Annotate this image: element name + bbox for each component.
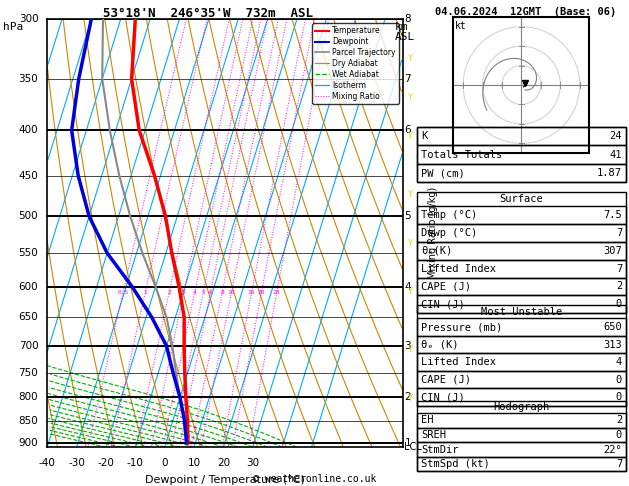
- Text: LCL: LCL: [404, 442, 422, 452]
- Text: 4: 4: [192, 291, 196, 295]
- Text: 20: 20: [217, 458, 230, 468]
- Text: Temp (°C): Temp (°C): [421, 209, 477, 220]
- Text: 550: 550: [18, 248, 38, 258]
- Text: Hodograph: Hodograph: [493, 402, 550, 412]
- Text: Y: Y: [408, 394, 413, 403]
- Text: kt: kt: [455, 21, 467, 31]
- Text: EH: EH: [421, 416, 433, 425]
- Text: 7: 7: [616, 459, 622, 469]
- Text: 28: 28: [273, 291, 281, 295]
- Text: CIN (J): CIN (J): [421, 299, 465, 310]
- Text: 700: 700: [19, 341, 38, 351]
- Text: Y: Y: [408, 239, 413, 247]
- Text: 850: 850: [18, 416, 38, 426]
- Text: 04.06.2024  12GMT  (Base: 06): 04.06.2024 12GMT (Base: 06): [435, 7, 616, 17]
- Text: 600: 600: [19, 281, 38, 292]
- Text: hPa: hPa: [3, 22, 23, 32]
- Text: Mixing Ratio (g/kg): Mixing Ratio (g/kg): [428, 187, 438, 279]
- Text: 6: 6: [208, 291, 212, 295]
- Text: -30: -30: [68, 458, 85, 468]
- Text: 10: 10: [187, 458, 201, 468]
- Text: 7: 7: [404, 74, 411, 84]
- Text: © weatheronline.co.uk: © weatheronline.co.uk: [253, 473, 376, 484]
- Text: Y: Y: [408, 287, 413, 296]
- Text: 4: 4: [616, 357, 622, 367]
- Text: 8: 8: [404, 15, 411, 24]
- Text: StmSpd (kt): StmSpd (kt): [421, 459, 489, 469]
- Text: 20: 20: [258, 291, 265, 295]
- Text: Totals Totals: Totals Totals: [421, 150, 502, 159]
- Text: CAPE (J): CAPE (J): [421, 281, 470, 292]
- Text: 2: 2: [167, 291, 171, 295]
- Text: 350: 350: [18, 74, 38, 84]
- Text: Dewp (°C): Dewp (°C): [421, 227, 477, 238]
- Text: 22°: 22°: [603, 445, 622, 454]
- Text: 500: 500: [19, 211, 38, 221]
- Text: 1.87: 1.87: [597, 168, 622, 178]
- Text: 400: 400: [19, 125, 38, 135]
- Text: Y: Y: [408, 54, 413, 63]
- Text: Most Unstable: Most Unstable: [481, 307, 562, 316]
- Text: K: K: [421, 131, 427, 141]
- Text: 53°18'N  246°35'W  732m  ASL: 53°18'N 246°35'W 732m ASL: [103, 7, 313, 20]
- Text: 7.5: 7.5: [603, 209, 622, 220]
- Text: Lifted Index: Lifted Index: [421, 357, 496, 367]
- Text: Y: Y: [408, 93, 413, 102]
- Text: CAPE (J): CAPE (J): [421, 375, 470, 384]
- Text: 6: 6: [404, 125, 411, 135]
- Text: 24: 24: [610, 131, 622, 141]
- Text: 800: 800: [19, 393, 38, 402]
- Text: 1: 1: [143, 291, 147, 295]
- Text: StmDir: StmDir: [421, 445, 459, 454]
- Text: 7: 7: [616, 227, 622, 238]
- Text: 16: 16: [248, 291, 255, 295]
- Text: 650: 650: [603, 322, 622, 332]
- Text: 10: 10: [228, 291, 235, 295]
- Text: -20: -20: [97, 458, 114, 468]
- Text: 2: 2: [404, 393, 411, 402]
- Text: -10: -10: [127, 458, 143, 468]
- Text: Dewpoint / Temperature (°C): Dewpoint / Temperature (°C): [145, 475, 305, 485]
- Text: 30: 30: [246, 458, 259, 468]
- Text: 3: 3: [182, 291, 186, 295]
- Legend: Temperature, Dewpoint, Parcel Trajectory, Dry Adiabat, Wet Adiabat, Isotherm, Mi: Temperature, Dewpoint, Parcel Trajectory…: [313, 23, 399, 104]
- Text: 0: 0: [616, 392, 622, 402]
- Text: 450: 450: [18, 171, 38, 181]
- Text: Y: Y: [408, 346, 413, 354]
- Text: SREH: SREH: [421, 430, 446, 440]
- Text: 0: 0: [616, 375, 622, 384]
- Text: 8: 8: [220, 291, 224, 295]
- Text: 650: 650: [18, 312, 38, 322]
- Text: 41: 41: [610, 150, 622, 159]
- Text: 4: 4: [404, 281, 411, 292]
- Text: 3: 3: [404, 341, 411, 351]
- Text: 5: 5: [404, 211, 411, 221]
- Text: Y: Y: [408, 190, 413, 199]
- Text: 300: 300: [19, 15, 38, 24]
- Text: 2: 2: [616, 416, 622, 425]
- Text: 307: 307: [603, 245, 622, 256]
- Text: 7: 7: [616, 263, 622, 274]
- Text: θₑ(K): θₑ(K): [421, 245, 452, 256]
- Text: 1: 1: [404, 438, 411, 448]
- Text: km: km: [394, 22, 408, 32]
- Text: 2: 2: [616, 281, 622, 292]
- Text: ASL: ASL: [394, 32, 415, 42]
- Text: 5: 5: [201, 291, 205, 295]
- Text: 900: 900: [19, 438, 38, 448]
- Text: Surface: Surface: [499, 194, 543, 204]
- Text: Y: Y: [408, 132, 413, 140]
- Text: 313: 313: [603, 340, 622, 349]
- Text: θₑ (K): θₑ (K): [421, 340, 459, 349]
- Text: 0: 0: [616, 430, 622, 440]
- Text: 750: 750: [18, 367, 38, 378]
- Text: 0.5: 0.5: [117, 291, 128, 295]
- Text: 0: 0: [616, 299, 622, 310]
- Text: 0: 0: [162, 458, 168, 468]
- Text: Lifted Index: Lifted Index: [421, 263, 496, 274]
- Text: Pressure (mb): Pressure (mb): [421, 322, 502, 332]
- Text: -40: -40: [39, 458, 55, 468]
- Text: PW (cm): PW (cm): [421, 168, 465, 178]
- Text: CIN (J): CIN (J): [421, 392, 465, 402]
